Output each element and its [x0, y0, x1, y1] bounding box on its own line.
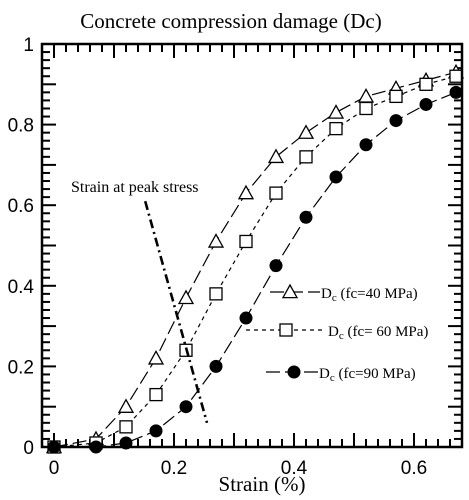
data-point: [357, 88, 375, 103]
data-point: [327, 104, 345, 119]
legend-marker: [279, 323, 293, 337]
series-line: [53, 71, 457, 448]
legend-label: Dc (fc= 60 MPa): [328, 324, 428, 342]
annotation-label: Strain at peak stress: [71, 179, 199, 196]
y-tick-label: 0.2: [8, 357, 34, 378]
legend-item-1: Dc (fc=40 MPa): [270, 283, 418, 304]
data-point: [269, 186, 283, 200]
data-point: [149, 387, 163, 402]
data-point: [149, 424, 163, 438]
y-tick-label: 0.6: [8, 196, 34, 217]
data-point: [419, 97, 433, 111]
x-axis-label: Strain (%): [219, 472, 306, 496]
series-line: [54, 91, 457, 448]
x-tick-label: 0.2: [161, 458, 187, 479]
data-point: [449, 85, 463, 99]
data-point: [419, 77, 433, 91]
data-point: [179, 400, 193, 414]
annotation-line: [143, 200, 209, 424]
data-point: [209, 287, 223, 301]
data-point: [239, 311, 253, 325]
y-tick-label: 1: [23, 35, 34, 56]
data-point: [389, 114, 403, 128]
data-point: [449, 69, 463, 83]
data-point: [359, 101, 373, 116]
data-point: [207, 233, 225, 248]
legend-marker: [281, 283, 299, 299]
y-tick-label: 0.4: [8, 277, 35, 298]
series-3: [47, 85, 463, 454]
x-tick-label: 0.4: [281, 458, 308, 479]
data-point: [267, 148, 285, 164]
data-point: [297, 124, 315, 139]
legend-label: Dc (fc=40 MPa): [321, 286, 418, 304]
legend-label: Dc (fc=90 MPa): [319, 366, 416, 384]
data-point: [147, 350, 165, 365]
legend-item-3: Dc (fc=90 MPa): [266, 365, 416, 384]
x-tick-label: 0.6: [401, 458, 427, 479]
plot-frame: [40, 42, 464, 449]
series-line: [53, 75, 457, 448]
data-point: [117, 398, 135, 413]
data-point: [237, 184, 255, 200]
data-point: [329, 121, 343, 136]
annotation-layer: Strain at peak stress: [71, 179, 209, 424]
data-point: [359, 138, 373, 152]
legend-marker: [287, 365, 301, 379]
axis-tick-labels: 0 0.2 0.4 0.6 0 0.2 0.4 0.6 0.8 1: [8, 35, 428, 479]
data-point: [299, 150, 313, 164]
chart-title: Concrete compression damage (Dc): [80, 9, 381, 33]
axis-ticks: [41, 43, 463, 448]
data-point: [269, 259, 283, 273]
y-tick-label: 0.8: [8, 116, 34, 137]
data-point: [389, 89, 403, 104]
data-point: [209, 359, 223, 373]
data-point: [119, 420, 133, 434]
data-point: [177, 289, 195, 305]
series-layer: [45, 63, 465, 454]
series-2: [47, 69, 463, 454]
data-point: [329, 170, 343, 184]
data-point: [239, 234, 253, 249]
y-tick-label: 0: [23, 438, 34, 459]
legend: Dc (fc=40 MPa) Dc (fc= 60 MPa) Dc (fc=90 M…: [246, 283, 428, 384]
legend-item-2: Dc (fc= 60 MPa): [246, 323, 428, 342]
x-tick-label: 0: [49, 458, 60, 479]
data-point: [299, 210, 313, 224]
